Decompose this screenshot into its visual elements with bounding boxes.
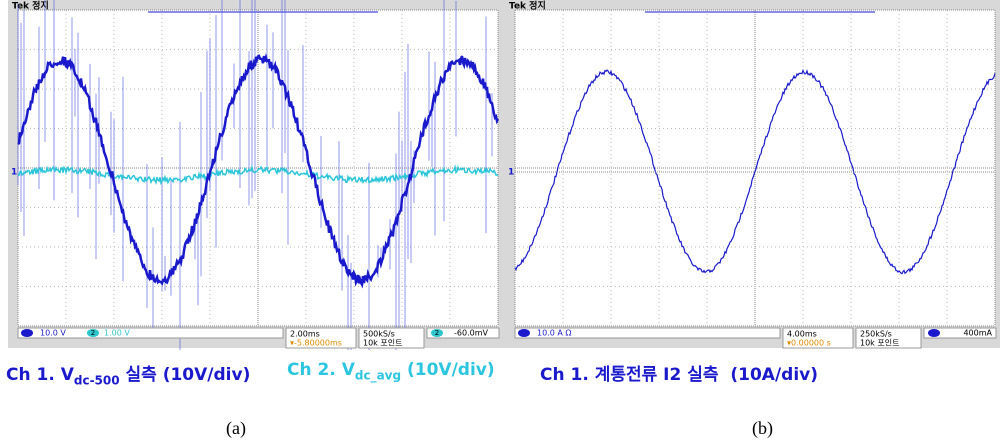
caption-main: Ch 1. V <box>6 365 74 385</box>
ch1-scale: 10.0 V <box>40 329 66 338</box>
caption-suffix: 실측 (10V/div) <box>125 365 251 385</box>
caption-main: Ch 2. V <box>287 360 355 380</box>
position: ▾-5.80000ms <box>290 339 342 348</box>
status-box <box>426 327 500 339</box>
ch1-waveform <box>17 53 500 289</box>
status-box <box>855 327 922 349</box>
status-box <box>17 327 284 339</box>
trigger-badge-shape <box>431 329 443 337</box>
caption-suffix: (10V/div) <box>407 360 495 380</box>
status-box <box>285 327 357 349</box>
caption-ch2: Ch 2. Vdc_avg (10V/div) <box>287 360 495 382</box>
status-box <box>358 327 425 349</box>
position: ▾0.00000 s <box>787 339 831 348</box>
time-div: 4.00ms <box>787 330 817 339</box>
ch2-waveform <box>17 164 499 186</box>
header: Tek 정지 <box>509 0 546 12</box>
scopes: Tek 정지 Tek 정지 1 1 10.0 V 2 1.00 V 2.00ms… <box>8 0 1000 350</box>
caption-sub: dc-500 <box>73 373 120 388</box>
status-box <box>923 327 997 339</box>
caption-sub: dc_avg <box>354 368 402 383</box>
ch1-badge <box>518 329 530 337</box>
record: 10k 포인트 <box>860 338 899 348</box>
ch2-badge: 2 <box>91 329 95 337</box>
trigger-badge: 2 <box>435 329 439 337</box>
record: 10k 포인트 <box>363 338 402 348</box>
trigger-level: -60.0mV <box>454 329 488 338</box>
panel-label: (a) <box>226 418 246 438</box>
ch2-badge-shape <box>87 329 99 337</box>
header: Tek 정지 <box>12 0 49 12</box>
caption-ch1: Ch 1. Vdc-500 실측 (10V/div) <box>6 360 250 387</box>
trigger-badge-shape <box>928 329 940 337</box>
channel-marker: 1 <box>508 168 514 178</box>
ch1-badge <box>21 329 33 337</box>
trigger-level: 400mA <box>963 329 992 338</box>
time-div: 2.00ms <box>290 330 320 339</box>
sample-rate: 500kS/s <box>363 330 395 339</box>
panel-label: (b) <box>752 418 773 438</box>
sample-rate: 250kS/s <box>860 330 892 339</box>
caption-b: Ch 1. 계통전류 I2 실측 (10A/div) <box>540 365 819 385</box>
ch1-scale: 10.0 A Ω <box>537 329 571 338</box>
ch2-scale: 1.00 V <box>104 329 130 338</box>
ch1-waveform <box>514 68 996 275</box>
status-box <box>782 327 854 349</box>
channel-marker: 1 <box>11 168 17 178</box>
status-box <box>514 327 781 339</box>
